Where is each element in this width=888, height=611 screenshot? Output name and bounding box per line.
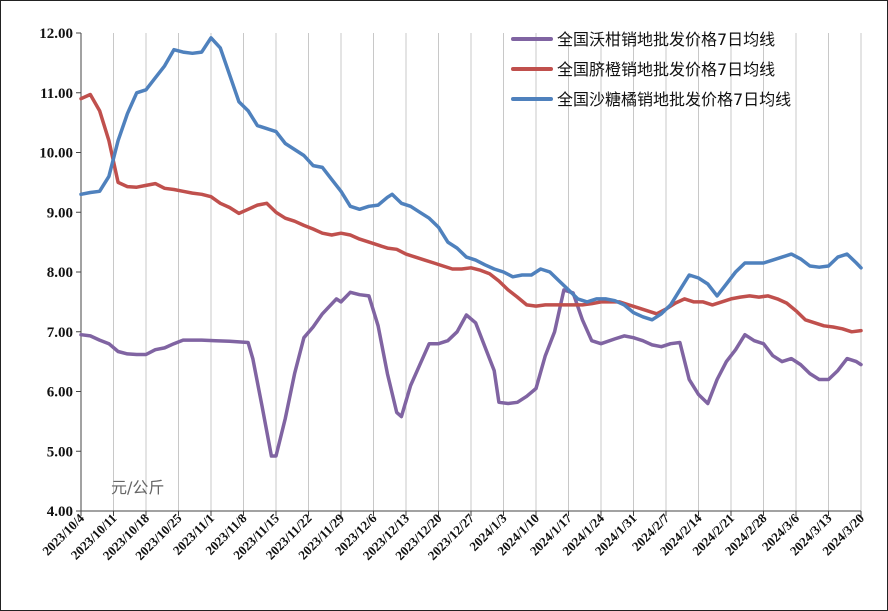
y-tick-label: 6.00 — [47, 385, 73, 401]
legend-label-1: 全国脐橙销地批发价格7日均线 — [557, 60, 775, 79]
legend: 全国沃柑销地批发价格7日均线全国脐橙销地批发价格7日均线全国沙糖橘销地批发价格7… — [511, 30, 791, 109]
series-line-1 — [79, 92, 863, 334]
y-tick-label: 7.00 — [47, 325, 73, 341]
x-axis-ticks: 2023/10/42023/10/112023/10/182023/10/252… — [39, 510, 867, 563]
series-line-0 — [79, 288, 863, 458]
series-line-2 — [79, 36, 863, 322]
legend-label-2: 全国沙糖橘销地批发价格7日均线 — [557, 90, 791, 109]
y-axis-ticks: 4.00 5.00 6.00 7.00 8.00 9.00 10.00 11.00 12.00 — [39, 26, 81, 520]
y-tick-label: 9.00 — [47, 205, 73, 221]
y-tick-label: 11.00 — [40, 86, 73, 102]
y-tick-label: 8.00 — [47, 265, 73, 281]
y-tick-label: 12.00 — [39, 26, 73, 42]
unit-label: 元/公斤 — [111, 478, 164, 497]
y-tick-label: 5.00 — [47, 444, 73, 460]
y-tick-label: 10.00 — [39, 146, 73, 162]
y-tick-label: 4.00 — [47, 504, 73, 520]
legend-label-0: 全国沃柑销地批发价格7日均线 — [557, 30, 775, 49]
series-lines — [79, 36, 863, 458]
